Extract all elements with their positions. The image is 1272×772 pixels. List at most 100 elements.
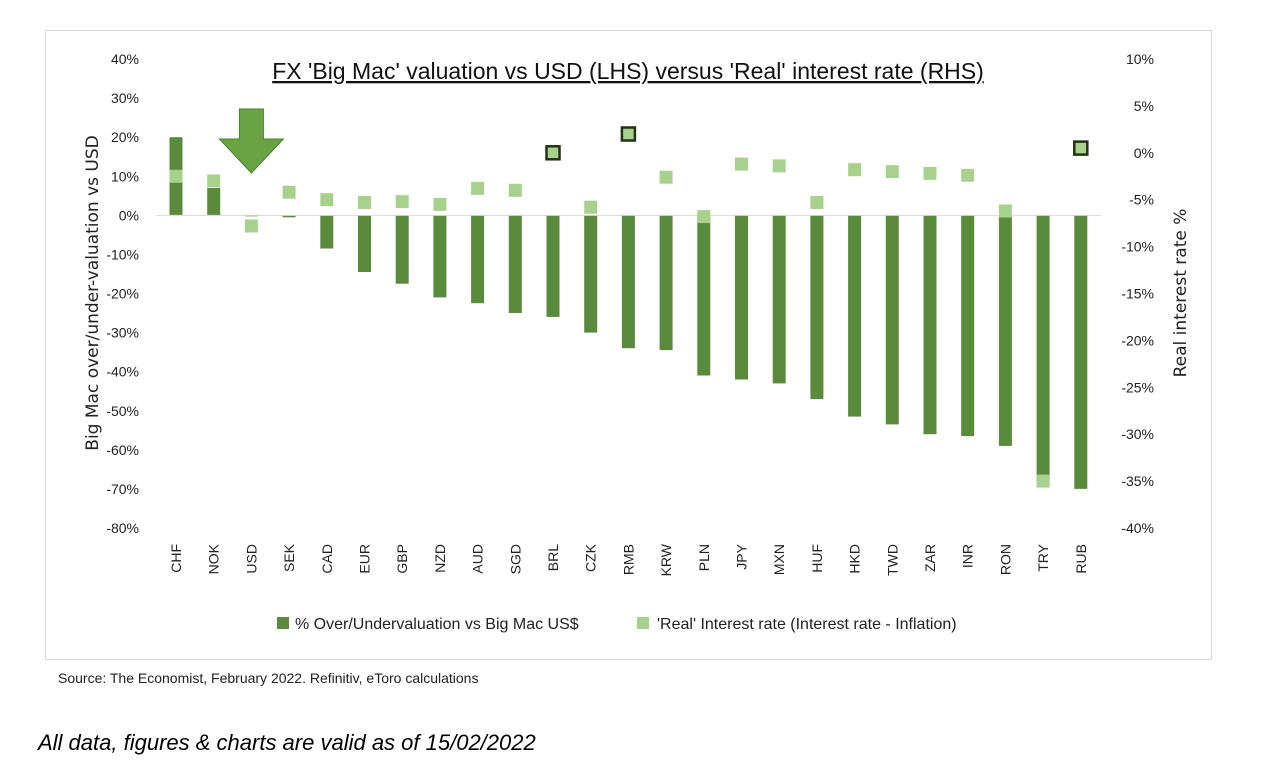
right-axis-label: Real interest rate % <box>1171 209 1191 378</box>
bar-czk <box>584 215 598 333</box>
marker-rmb <box>620 126 637 142</box>
bar-twd <box>885 215 899 425</box>
marker-chf <box>169 169 183 183</box>
left-tick-labels: 40% 30% 20% 10% 0% -10% -20% -30% -40% -50% -60% -7… <box>106 51 139 536</box>
category-label-hkd: HKD <box>847 544 863 574</box>
bar-sgd <box>508 215 522 313</box>
bar-nzd <box>433 215 447 298</box>
bar-rub <box>1074 215 1088 489</box>
right-tick-label: -40% <box>1121 520 1154 536</box>
category-label-sek: SEK <box>281 543 297 572</box>
category-label-chf: CHF <box>168 544 184 573</box>
chart-frame: 40% 30% 20% 10% 0% -10% -20% -30% -40% -50% -60% -7… <box>45 30 1212 660</box>
category-label-aud: AUD <box>470 544 486 574</box>
right-tick-label: 5% <box>1134 98 1154 114</box>
left-tick-label: 10% <box>111 168 139 184</box>
bar-hkd <box>848 215 862 417</box>
left-tick-label: 20% <box>111 129 139 145</box>
bar-nok <box>207 188 221 216</box>
marker-sgd <box>508 183 522 197</box>
marker-brl <box>545 145 561 161</box>
left-axis-label: Big Mac over/under-valuation vs USD <box>83 135 103 450</box>
category-label-gbp: GBP <box>394 544 410 574</box>
left-tick-label: -10% <box>106 246 139 262</box>
marker-jpy <box>735 157 748 171</box>
left-tick-label: 40% <box>111 51 139 67</box>
chart-title: FX 'Big Mac' valuation vs USD (LHS) vers… <box>272 58 984 84</box>
bar-jpy <box>735 215 748 380</box>
category-label-twd: TWD <box>884 544 900 576</box>
category-label-try: TRY <box>1035 543 1051 571</box>
marker-nok <box>207 174 221 188</box>
marker-inr <box>961 168 975 182</box>
chart: 40% 30% 20% 10% 0% -10% -20% -30% -40% -50% -60% -7… <box>83 51 1191 633</box>
disclaimer: All data, figures & charts are valid as … <box>38 730 536 755</box>
marker-pln <box>697 210 711 224</box>
legend-marker-swatch <box>637 617 649 629</box>
category-label-eur: EUR <box>357 544 373 574</box>
left-tick-label: -70% <box>106 481 139 497</box>
marker-huf <box>810 196 824 209</box>
right-tick-label: -35% <box>1121 473 1154 489</box>
left-tick-label: -20% <box>106 286 139 302</box>
source-note: Source: The Economist, February 2022. Re… <box>58 670 479 686</box>
bar-zar <box>923 215 937 435</box>
marker-gbp <box>395 195 409 209</box>
bar-sek <box>282 215 296 218</box>
bar-krw <box>659 215 673 351</box>
category-label-nzd: NZD <box>432 544 448 573</box>
marker-twd <box>885 165 899 179</box>
right-tick-label: -20% <box>1121 332 1154 348</box>
category-label-jpy: JPY <box>734 543 750 569</box>
bar-try <box>1036 215 1050 482</box>
right-tick-label: -5% <box>1129 192 1154 208</box>
marker-try <box>1036 474 1050 488</box>
right-tick-label: 10% <box>1126 51 1154 67</box>
arrow-group <box>218 108 285 174</box>
bar-inr <box>961 215 975 437</box>
bar-huf <box>810 215 824 399</box>
marker-ron <box>998 204 1012 218</box>
left-tick-label: -80% <box>106 520 139 536</box>
right-tick-label: -25% <box>1121 379 1154 395</box>
bar-pln <box>697 215 711 376</box>
marker-cad <box>320 193 334 207</box>
category-label-krw: KRW <box>658 543 674 576</box>
left-tick-label: -60% <box>106 442 139 458</box>
marker-czk <box>584 200 598 214</box>
left-tick-label: 0% <box>119 207 139 223</box>
right-tick-label: 0% <box>1134 145 1154 161</box>
bar-gbp <box>395 215 409 284</box>
category-label-mxn: MXN <box>771 544 787 575</box>
left-tick-label: -50% <box>106 403 139 419</box>
category-label-inr: INR <box>960 544 976 568</box>
bar-rmb <box>621 215 635 349</box>
right-tick-label: -30% <box>1121 426 1154 442</box>
category-label-rub: RUB <box>1073 544 1089 574</box>
marker-usd <box>244 219 258 233</box>
category-label-brl: BRL <box>545 544 561 571</box>
bar-aud <box>471 215 485 304</box>
right-tick-label: -15% <box>1121 286 1154 302</box>
category-label-nok: NOK <box>206 543 222 574</box>
legend: % Over/Undervaluation vs Big Mac US$ 'Re… <box>277 616 957 633</box>
category-label-ron: RON <box>997 544 1013 575</box>
category-label-usd: USD <box>243 544 259 574</box>
category-labels: CHF NOK USD SEK CAD EUR GBP NZD AUD SGD BRL CZK RMB K… <box>168 543 1089 576</box>
marker-sek <box>282 185 296 199</box>
marker-hkd <box>848 163 862 177</box>
left-tick-label: -40% <box>106 364 139 380</box>
marker-krw <box>659 170 673 184</box>
category-label-pln: PLN <box>696 544 712 571</box>
right-tick-labels: 10% 5% 0% -5% -10% -15% -20% -25% -30% -35% -40% <box>1121 51 1154 536</box>
legend-marker-label: 'Real' Interest rate (Interest rate - In… <box>657 616 957 633</box>
marker-eur <box>358 196 371 209</box>
marker-nzd <box>433 197 447 211</box>
bars-group <box>169 137 1088 489</box>
category-label-czk: CZK <box>583 543 599 572</box>
legend-bar-label: % Over/Undervaluation vs Big Mac US$ <box>295 616 579 633</box>
bar-eur <box>358 215 371 272</box>
marker-rub <box>1073 140 1089 156</box>
left-tick-label: 30% <box>111 90 139 106</box>
marker-zar <box>923 166 937 180</box>
